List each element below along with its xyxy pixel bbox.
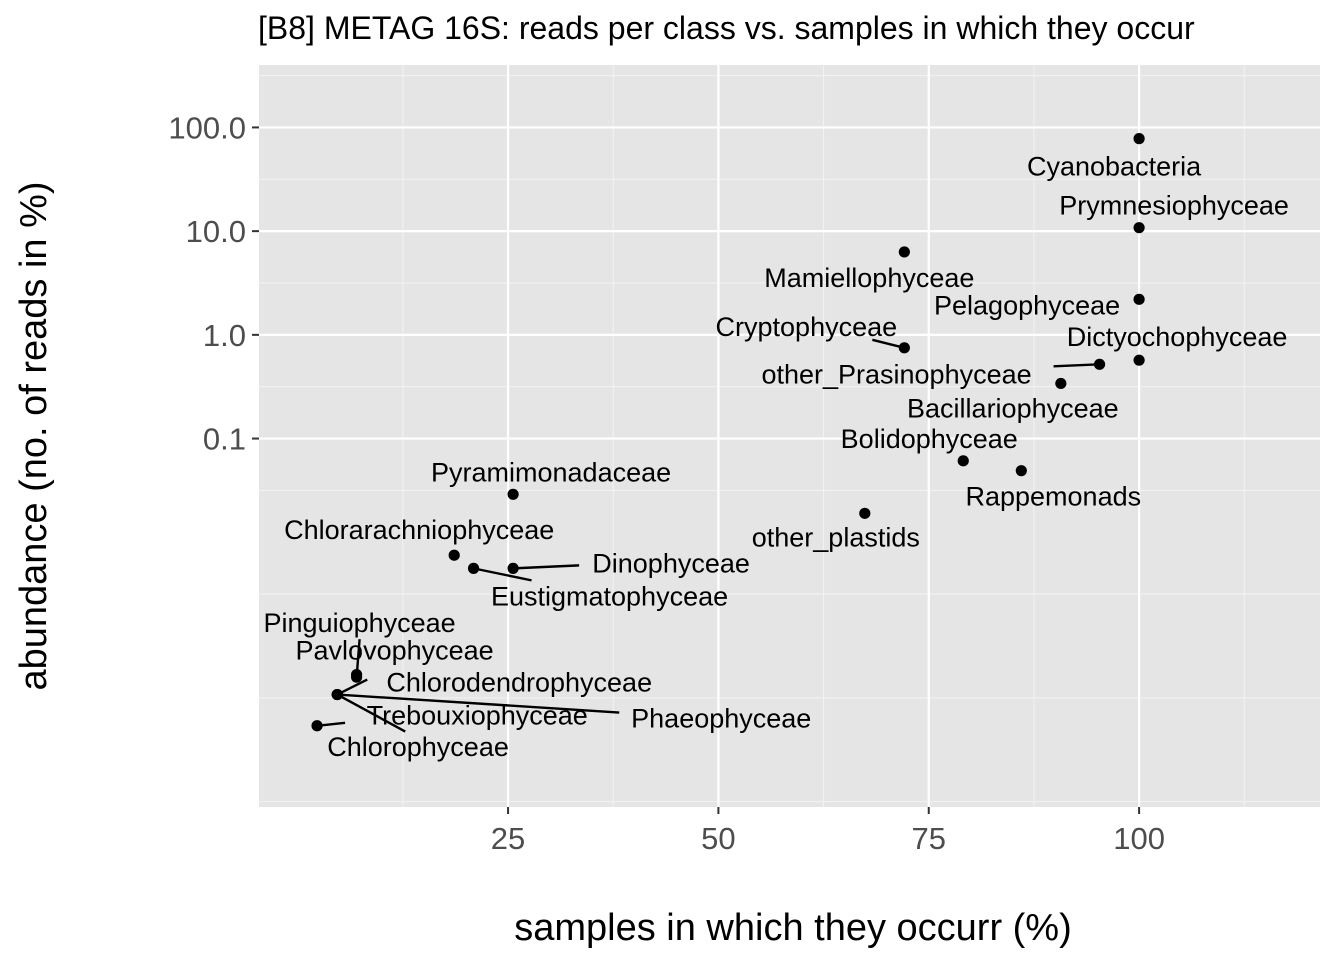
data-point: [1055, 377, 1067, 390]
point-label: Prymnesiophyceae: [1059, 191, 1289, 221]
leader-line: [1053, 363, 1100, 368]
data-point: [1093, 358, 1106, 370]
data-point: [311, 720, 323, 732]
data-point: [898, 246, 910, 258]
chart-title: [B8] METAG 16S: reads per class vs. samp…: [258, 10, 1195, 46]
point-label: Pelagophyceae: [934, 290, 1120, 320]
y-tick-label: 0.1: [203, 422, 246, 457]
data-point: [1133, 133, 1145, 145]
point-label: Mamiellophyceae: [764, 263, 974, 293]
data-point: [859, 507, 871, 519]
y-tick-label: 10.0: [186, 214, 246, 249]
data-point: [448, 549, 460, 561]
point-label: Chlorophyceae: [327, 732, 509, 762]
point-label: Bolidophyceae: [841, 424, 1018, 454]
point-label: other_plastids: [752, 522, 920, 552]
leader-line: [513, 564, 580, 570]
point-label: Cryptophyceae: [716, 312, 898, 342]
y-tick-label: 1.0: [203, 318, 246, 353]
point-label: other_Prasinophyceae: [761, 359, 1031, 389]
data-point: [957, 455, 969, 467]
point-label: Eustigmatophyceae: [491, 581, 728, 611]
point-label: Pavlovophyceae: [296, 636, 494, 666]
plot-panel: [259, 65, 1320, 807]
point-label: Pyramimonadaceae: [431, 457, 671, 487]
x-tick-label: 75: [912, 821, 946, 856]
point-label: Trebouxiophyceae: [367, 701, 588, 731]
data-point: [898, 342, 910, 354]
data-point: [331, 688, 343, 701]
point-label: Dictyochophyceae: [1067, 322, 1288, 352]
point-label: Cyanobacteria: [1027, 152, 1202, 182]
data-point: [507, 562, 519, 574]
data-points: [311, 133, 1145, 732]
x-tick-label: 25: [491, 821, 525, 856]
data-point: [467, 562, 480, 574]
point-label: Phaeophyceae: [631, 704, 811, 734]
data-point: [1133, 293, 1145, 305]
leader-line: [336, 693, 406, 733]
data-point: [1015, 465, 1027, 477]
point-label: Dinophyceae: [592, 548, 750, 578]
x-tick-label: 50: [701, 821, 735, 856]
point-labels: Cyanobacteria Prymnesiophyceae Mamiellophy…: [264, 152, 1289, 762]
x-tick-label: 100: [1113, 821, 1165, 856]
x-axis-title: samples in which they occurr (%): [514, 907, 1072, 949]
point-label: Chlorodendrophyceae: [386, 668, 652, 698]
point-label: Pinguiophyceae: [264, 608, 456, 638]
y-tick-label: 100.0: [168, 110, 246, 145]
axis-ticks: 25 50 75 100 0.1 1.0 10.0 100.0: [168, 110, 1165, 856]
data-point: [507, 488, 519, 500]
leader-line: [337, 693, 620, 714]
data-point: [351, 668, 363, 681]
point-label: Chlorarachniophyceae: [284, 515, 554, 545]
leader-line: [473, 567, 532, 582]
data-point: [1133, 222, 1145, 234]
point-label: Bacillariophyceae: [907, 393, 1119, 423]
y-axis-title: abundance (no. of reads in %): [13, 181, 55, 690]
data-point: [1133, 354, 1145, 366]
point-label: Rappemonads: [965, 482, 1141, 512]
